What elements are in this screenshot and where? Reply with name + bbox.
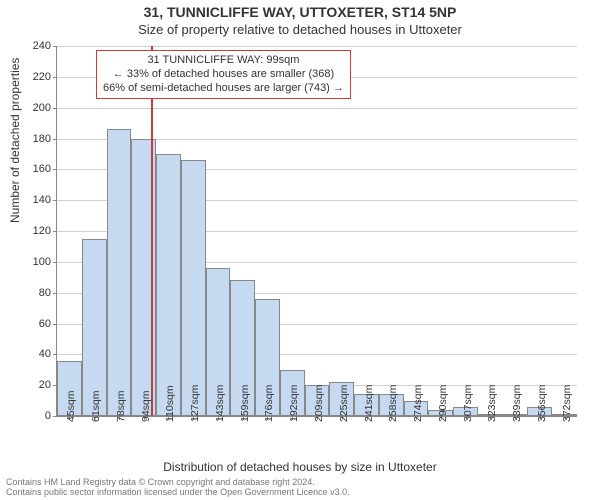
x-tick-label: 356sqm: [536, 385, 548, 422]
x-tick-label: 143sqm: [214, 385, 226, 422]
plot-area: 02040608010012014016018020022024045sqm61…: [56, 46, 577, 417]
x-tick-label: 258sqm: [387, 385, 399, 422]
x-axis-label: Distribution of detached houses by size …: [0, 460, 600, 474]
y-tick-label: 80: [39, 287, 57, 299]
annotation-box: 31 TUNNICLIFFE WAY: 99sqm ← 33% of detac…: [96, 50, 351, 99]
x-tick-label: 159sqm: [239, 385, 251, 422]
x-tick-label: 192sqm: [288, 385, 300, 422]
footer-line: Contains public sector information licen…: [6, 488, 594, 498]
y-tick-label: 0: [45, 410, 57, 422]
x-tick-label: 78sqm: [115, 390, 127, 422]
histogram-bar: [156, 154, 181, 416]
chart-title: 31, TUNNICLIFFE WAY, UTTOXETER, ST14 5NP: [0, 0, 600, 20]
x-tick-label: 241sqm: [363, 385, 375, 422]
chart-subtitle: Size of property relative to detached ho…: [0, 20, 600, 37]
y-tick-label: 180: [33, 133, 57, 145]
y-axis-label: Number of detached properties: [8, 58, 22, 223]
annotation-line: ← 33% of detached houses are smaller (36…: [103, 68, 344, 82]
x-tick-label: 323sqm: [486, 385, 498, 422]
x-tick-label: 110sqm: [164, 385, 176, 422]
property-marker-line: [151, 46, 153, 416]
y-tick-label: 100: [33, 256, 57, 268]
y-tick-label: 220: [33, 71, 57, 83]
y-tick-label: 20: [39, 379, 57, 391]
chart-container: 31, TUNNICLIFFE WAY, UTTOXETER, ST14 5NP…: [0, 0, 600, 500]
x-tick-label: 274sqm: [412, 385, 424, 422]
x-tick-label: 61sqm: [90, 390, 102, 422]
annotation-line: 31 TUNNICLIFFE WAY: 99sqm: [103, 54, 344, 68]
attribution-footer: Contains HM Land Registry data © Crown c…: [0, 476, 600, 500]
x-tick-label: 127sqm: [189, 385, 201, 422]
y-tick-label: 240: [33, 40, 57, 52]
x-tick-label: 45sqm: [65, 390, 77, 422]
y-tick-label: 40: [39, 348, 57, 360]
x-tick-label: 225sqm: [338, 385, 350, 422]
x-tick-label: 307sqm: [462, 385, 474, 422]
y-tick-label: 200: [33, 102, 57, 114]
y-tick-label: 60: [39, 318, 57, 330]
histogram-bar: [181, 160, 206, 416]
grid-line: [57, 108, 577, 109]
x-tick-label: 209sqm: [313, 385, 325, 422]
x-tick-label: 176sqm: [263, 385, 275, 422]
x-tick-label: 339sqm: [511, 385, 523, 422]
x-tick-label: 372sqm: [561, 385, 573, 422]
y-tick-label: 160: [33, 163, 57, 175]
y-tick-label: 140: [33, 194, 57, 206]
grid-line: [57, 46, 577, 47]
x-tick-label: 290sqm: [437, 385, 449, 422]
y-tick-label: 120: [33, 225, 57, 237]
annotation-line: 66% of semi-detached houses are larger (…: [103, 82, 344, 96]
histogram-bar: [107, 129, 132, 416]
